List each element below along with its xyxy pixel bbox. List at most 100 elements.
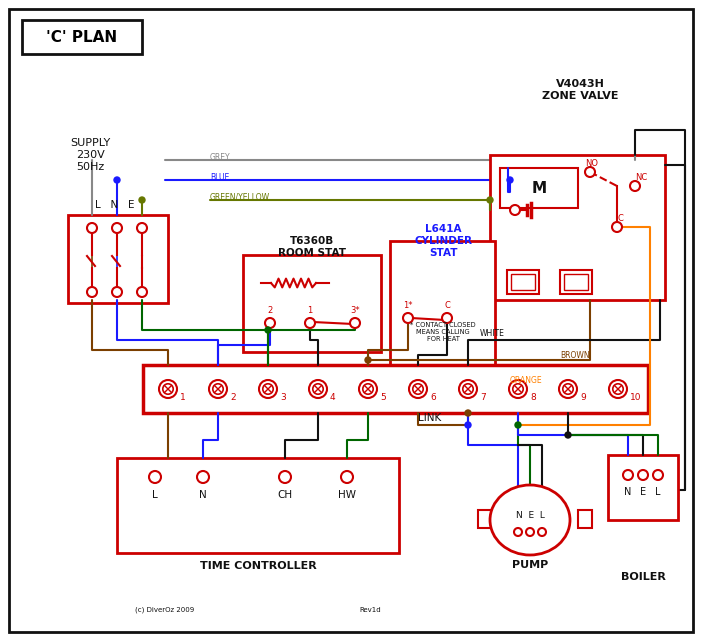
Text: HW: HW (338, 490, 356, 500)
Circle shape (112, 223, 122, 233)
Circle shape (538, 528, 546, 536)
Bar (478, 510, 492, 528)
Circle shape (563, 384, 574, 394)
Circle shape (112, 287, 122, 297)
Circle shape (139, 197, 145, 203)
Text: GREEN/YELLOW: GREEN/YELLOW (210, 192, 270, 201)
Text: V4043H
ZONE VALVE: V4043H ZONE VALVE (542, 79, 618, 101)
Text: L   N   E: L N E (95, 200, 135, 210)
Bar (511, 274, 535, 290)
Circle shape (137, 223, 147, 233)
Text: (c) DiverOz 2009: (c) DiverOz 2009 (135, 607, 194, 613)
Circle shape (213, 384, 223, 394)
Circle shape (137, 287, 147, 297)
Circle shape (309, 380, 327, 398)
Text: WHITE: WHITE (480, 328, 505, 338)
Text: M: M (531, 181, 547, 196)
Circle shape (507, 177, 513, 183)
Circle shape (515, 422, 521, 428)
Circle shape (263, 384, 273, 394)
Text: 1*: 1* (403, 301, 413, 310)
Circle shape (209, 380, 227, 398)
Text: N  E  L: N E L (515, 510, 545, 519)
Circle shape (612, 222, 622, 232)
Circle shape (565, 432, 571, 438)
Circle shape (313, 384, 323, 394)
Circle shape (359, 380, 377, 398)
Bar (507, 270, 539, 294)
Text: BLUE: BLUE (210, 172, 230, 181)
Text: 5: 5 (380, 392, 386, 401)
Circle shape (510, 205, 520, 215)
Text: 3*: 3* (350, 306, 360, 315)
Circle shape (363, 384, 373, 394)
Bar (68, 215, 168, 303)
Circle shape (149, 471, 161, 483)
Text: 2: 2 (267, 306, 272, 315)
Circle shape (653, 470, 663, 480)
Circle shape (409, 380, 427, 398)
Text: BOILER: BOILER (621, 572, 665, 582)
Circle shape (350, 318, 360, 328)
Text: CH: CH (277, 490, 293, 500)
Circle shape (526, 528, 534, 536)
Circle shape (465, 410, 471, 416)
Text: TIME CONTROLLER: TIME CONTROLLER (199, 561, 317, 571)
Bar (490, 155, 665, 300)
Text: T6360B
ROOM STAT: T6360B ROOM STAT (278, 236, 346, 258)
Text: Rev1d: Rev1d (359, 607, 380, 613)
Text: 4: 4 (330, 392, 336, 401)
Text: NC: NC (635, 172, 647, 181)
Text: 1: 1 (307, 306, 312, 315)
Circle shape (487, 197, 493, 203)
Circle shape (512, 384, 523, 394)
Bar (500, 168, 578, 208)
Bar (22, 20, 142, 54)
Circle shape (341, 471, 353, 483)
Text: 10: 10 (630, 392, 642, 401)
Text: E: E (640, 487, 646, 497)
Circle shape (585, 167, 595, 177)
Circle shape (114, 177, 120, 183)
Text: 6: 6 (430, 392, 436, 401)
Circle shape (465, 422, 471, 428)
Text: PUMP: PUMP (512, 560, 548, 570)
Bar (143, 365, 648, 413)
Bar (564, 274, 588, 290)
Circle shape (305, 318, 315, 328)
Circle shape (413, 384, 423, 394)
Text: SUPPLY
230V
50Hz: SUPPLY 230V 50Hz (70, 138, 110, 172)
Text: * CONTACT CLOSED
MEANS CALLING
FOR HEAT: * CONTACT CLOSED MEANS CALLING FOR HEAT (410, 322, 476, 342)
Text: NO: NO (585, 158, 598, 167)
Circle shape (559, 380, 577, 398)
Text: 'C' PLAN: 'C' PLAN (46, 29, 117, 44)
Circle shape (609, 380, 627, 398)
Text: L641A
CYLINDER
STAT: L641A CYLINDER STAT (414, 224, 472, 258)
Text: L: L (655, 487, 661, 497)
Circle shape (509, 380, 527, 398)
Bar (608, 455, 678, 520)
Circle shape (265, 327, 271, 333)
Text: 8: 8 (530, 392, 536, 401)
Circle shape (163, 384, 173, 394)
Text: 7: 7 (480, 392, 486, 401)
Bar (390, 241, 495, 366)
Circle shape (514, 528, 522, 536)
Bar (560, 270, 592, 294)
Circle shape (159, 380, 177, 398)
Text: GREY: GREY (210, 153, 231, 162)
Text: LINK: LINK (418, 413, 442, 423)
Text: L: L (152, 490, 158, 500)
Text: N: N (199, 490, 207, 500)
Circle shape (259, 380, 277, 398)
Text: BROWN: BROWN (560, 351, 590, 360)
Text: C: C (444, 301, 450, 310)
Circle shape (279, 471, 291, 483)
Ellipse shape (490, 485, 570, 555)
Bar (117, 458, 399, 553)
Circle shape (459, 380, 477, 398)
Circle shape (403, 313, 413, 323)
Text: 3: 3 (280, 392, 286, 401)
Circle shape (638, 470, 648, 480)
Text: 2: 2 (230, 392, 236, 401)
